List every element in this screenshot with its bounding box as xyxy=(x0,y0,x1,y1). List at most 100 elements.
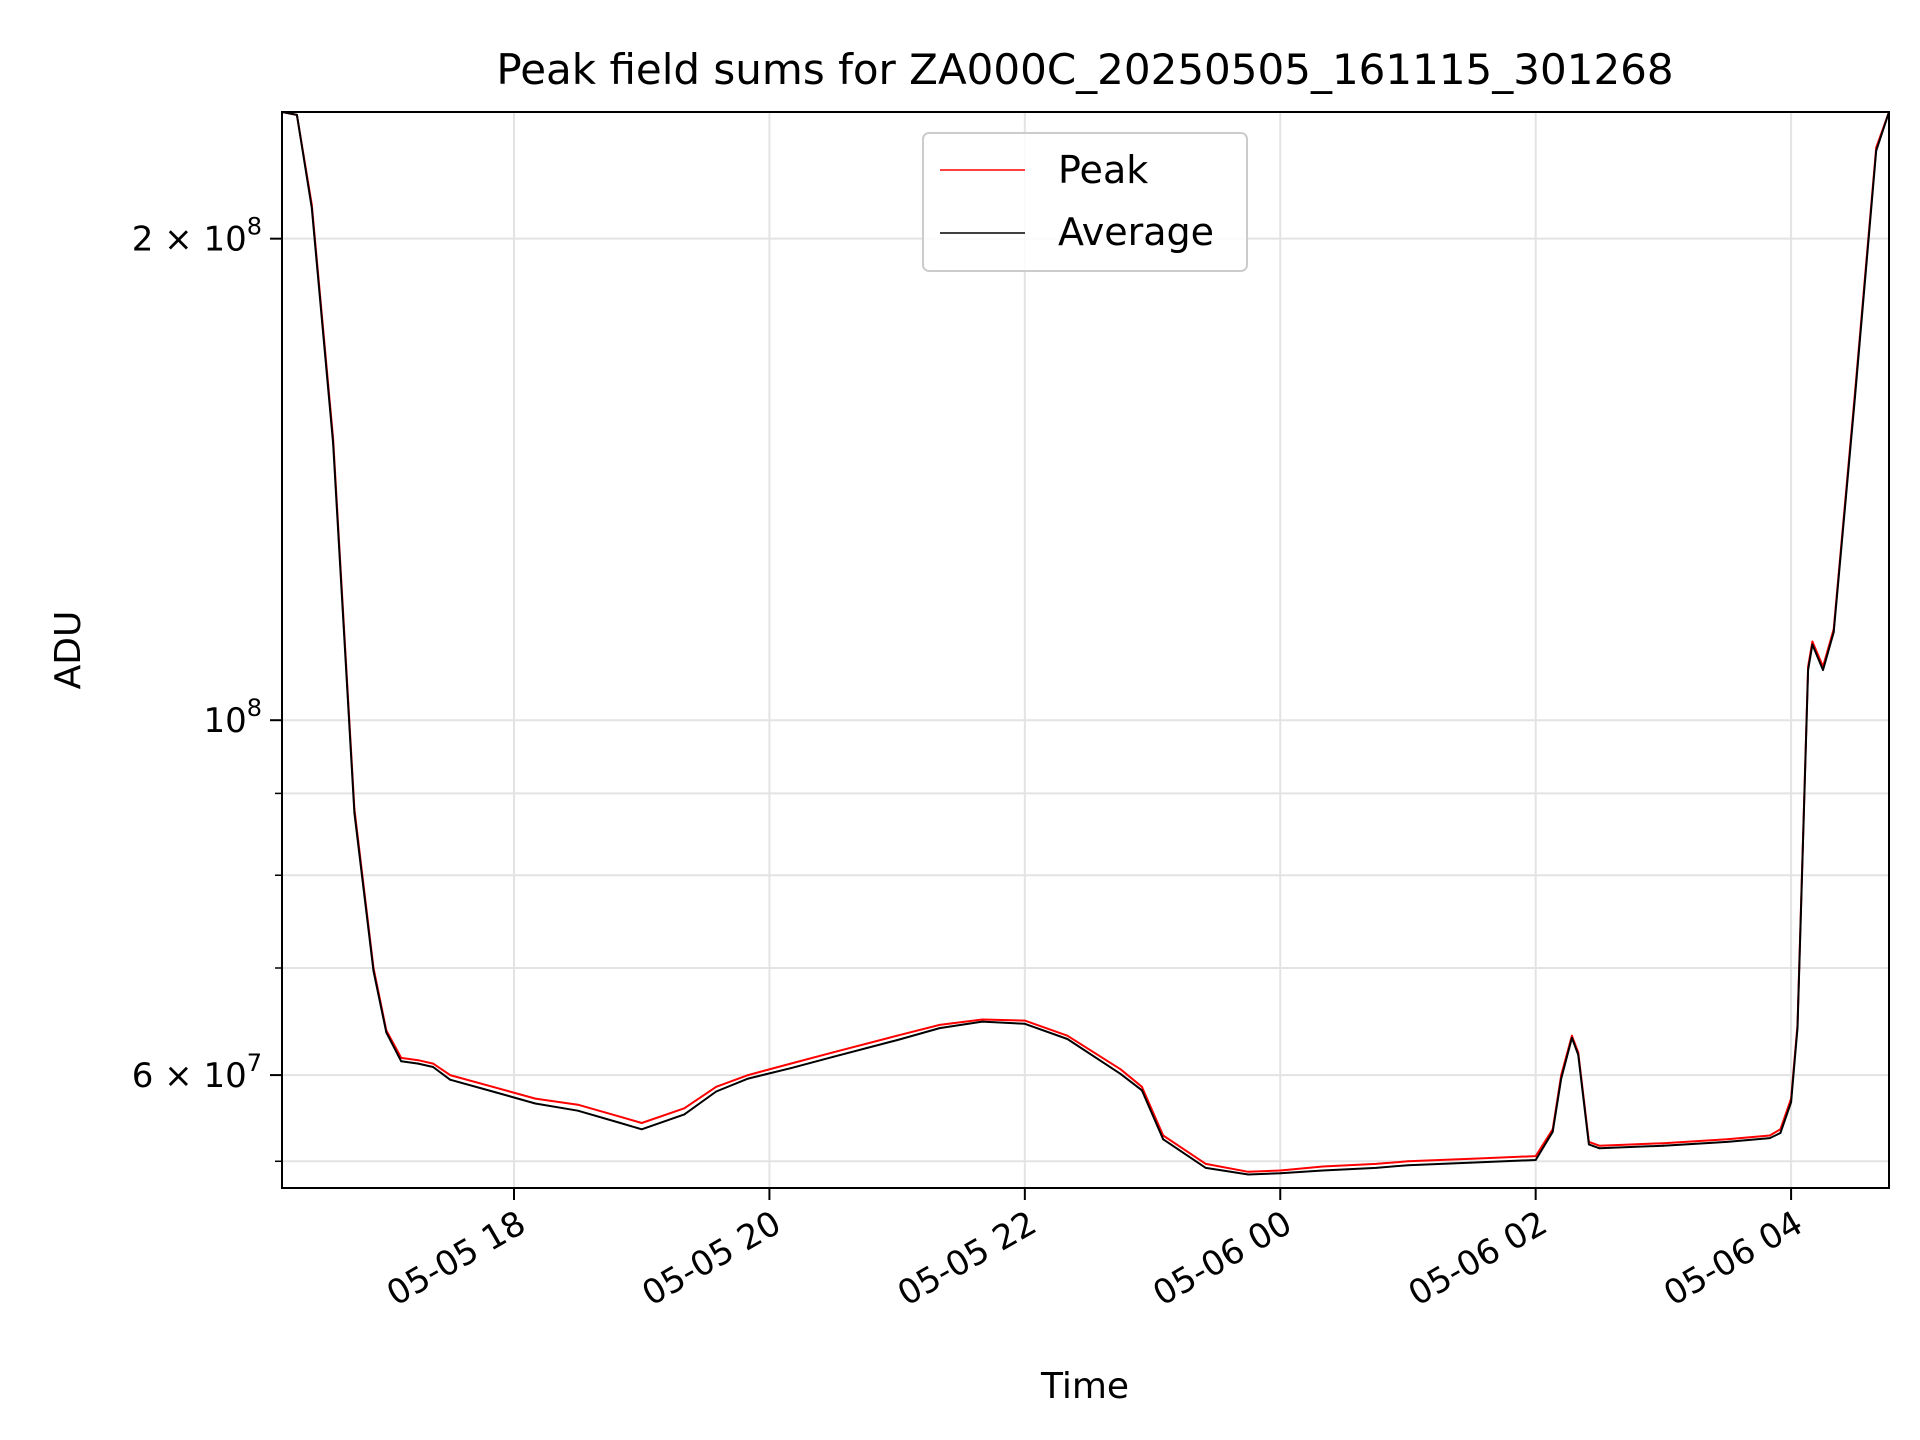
data-point-peak xyxy=(1811,640,1814,643)
data-point-peak xyxy=(896,1034,899,1037)
data-point-average xyxy=(1790,1101,1793,1104)
data-point-average xyxy=(1587,1143,1590,1146)
data-point-average xyxy=(1875,149,1878,152)
data-point-peak xyxy=(534,1097,537,1100)
data-point-average xyxy=(449,1078,452,1081)
data-point-peak xyxy=(1726,1138,1729,1141)
data-point-average xyxy=(1066,1038,1069,1040)
data-point-average xyxy=(1407,1164,1409,1167)
data-point-average xyxy=(981,1020,984,1023)
data-point-average xyxy=(1768,1137,1771,1140)
data-point-peak xyxy=(1023,1019,1026,1022)
data-point-average xyxy=(619,1122,622,1124)
x-axis-label: Time xyxy=(1040,1366,1129,1407)
y-axis-label: ADU xyxy=(48,611,89,690)
legend-label-peak: Peak xyxy=(1058,148,1148,192)
data-point-average xyxy=(1726,1140,1729,1143)
legend: Peak Average xyxy=(922,132,1248,272)
data-point-peak xyxy=(619,1115,622,1118)
data-point-average xyxy=(1570,1036,1573,1039)
data-point-average xyxy=(789,1067,792,1070)
data-point-peak xyxy=(747,1074,750,1077)
data-point-average xyxy=(310,207,313,210)
data-point-average xyxy=(417,1062,420,1065)
data-point-peak xyxy=(938,1023,941,1026)
data-point-peak xyxy=(417,1059,420,1062)
data-point-peak xyxy=(1119,1068,1122,1071)
grid xyxy=(282,112,1889,1188)
data-point-average xyxy=(1140,1089,1143,1092)
series-line-peak xyxy=(282,112,1889,1173)
data-point-peak xyxy=(640,1122,643,1124)
data-point-average xyxy=(432,1066,435,1068)
data-point-average xyxy=(1023,1022,1026,1025)
data-point-average xyxy=(1560,1077,1563,1080)
y-tick-label: 6 × 107 xyxy=(132,1049,262,1096)
data-point-average xyxy=(385,1031,388,1034)
data-point-average xyxy=(1247,1173,1250,1176)
data-point-peak xyxy=(1279,1169,1282,1172)
data-point-average xyxy=(640,1128,643,1131)
data-point-peak xyxy=(1066,1034,1069,1037)
data-point-peak xyxy=(491,1085,494,1088)
data-point-average xyxy=(1551,1130,1554,1133)
data-point-peak xyxy=(1204,1162,1207,1165)
data-point-peak xyxy=(1140,1085,1143,1088)
data-point-peak xyxy=(1247,1170,1250,1173)
data-point-average xyxy=(683,1113,686,1116)
data-point-peak xyxy=(1375,1162,1377,1165)
data-point-peak xyxy=(683,1107,686,1110)
data-point-peak xyxy=(832,1051,835,1054)
data-point-average xyxy=(747,1077,750,1080)
plot-frame xyxy=(281,111,1890,1189)
data-point-average xyxy=(1853,397,1856,399)
data-point-average xyxy=(1796,1027,1799,1030)
data-point-average xyxy=(332,442,335,445)
data-point-peak xyxy=(1598,1144,1601,1147)
data-point-average xyxy=(576,1109,579,1112)
data-point-average xyxy=(1279,1172,1282,1175)
data-point-average xyxy=(1811,643,1814,646)
data-point-average xyxy=(1577,1053,1580,1056)
legend-box xyxy=(922,132,1248,272)
data-point-average xyxy=(1598,1147,1601,1150)
y-tick-label: 108 xyxy=(203,694,262,741)
data-point-average xyxy=(832,1055,835,1058)
data-point-average xyxy=(938,1027,941,1030)
series-layer xyxy=(282,112,1889,1176)
data-point-average xyxy=(491,1090,494,1093)
data-point-average xyxy=(1832,631,1835,634)
data-point-average xyxy=(1119,1072,1122,1075)
data-point-average xyxy=(1204,1166,1207,1169)
chart-title: Peak field sums for ZA000C_20250505_1611… xyxy=(496,45,1673,94)
data-point-average xyxy=(534,1102,537,1105)
data-point-peak xyxy=(981,1018,984,1021)
data-point-average xyxy=(1534,1159,1537,1161)
data-point-average xyxy=(715,1090,718,1093)
data-point-peak xyxy=(576,1103,579,1106)
data-point-peak xyxy=(1570,1034,1573,1037)
y-axis: 6 × 107 108 2 × 108 xyxy=(132,213,282,1163)
data-point-average xyxy=(1375,1166,1377,1169)
data-point-average xyxy=(1162,1138,1165,1141)
data-point-peak xyxy=(1662,1142,1665,1145)
data-point-peak xyxy=(1768,1134,1771,1137)
data-point-average xyxy=(896,1039,899,1042)
data-point-peak xyxy=(715,1085,718,1088)
data-point-average xyxy=(400,1060,403,1063)
data-point-peak xyxy=(1534,1155,1537,1158)
data-point-peak xyxy=(449,1074,452,1077)
data-point-peak xyxy=(1470,1157,1473,1160)
series-line-average xyxy=(282,112,1889,1176)
y-tick-label: 2 × 108 xyxy=(132,213,262,260)
data-point-average xyxy=(295,113,298,116)
data-point-average xyxy=(1779,1132,1782,1134)
legend-label-average: Average xyxy=(1058,210,1214,254)
data-point-average xyxy=(1822,669,1824,671)
data-point-average xyxy=(1662,1144,1665,1147)
data-point-average xyxy=(1470,1161,1473,1164)
data-point-peak xyxy=(1321,1165,1324,1168)
data-point-peak xyxy=(1407,1160,1409,1163)
data-point-average xyxy=(372,970,375,972)
